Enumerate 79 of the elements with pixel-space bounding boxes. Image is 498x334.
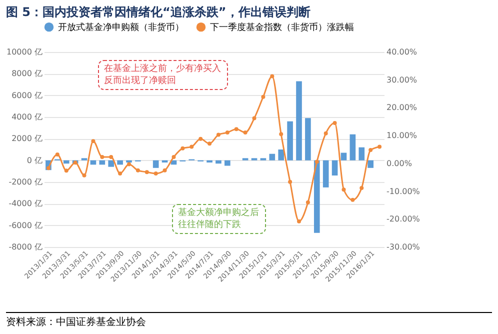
bar	[350, 134, 356, 160]
point	[46, 166, 50, 170]
bar	[305, 118, 311, 160]
y-tick-label: 6000 亿	[12, 90, 42, 100]
point	[306, 200, 310, 204]
y-tick-label: 0 亿	[26, 156, 42, 165]
text: 资料来源：中国证券基金业协会	[6, 312, 492, 329]
y-tick-label: -6000 亿	[8, 220, 42, 230]
bar	[287, 121, 293, 160]
bar	[368, 160, 374, 168]
point	[378, 144, 382, 149]
bar	[108, 160, 114, 167]
legend-label: 开放式基金净申购额（非货币）	[58, 22, 184, 34]
bar	[296, 81, 302, 160]
point	[243, 130, 248, 135]
point	[190, 144, 194, 149]
point	[100, 155, 104, 160]
y-tick-label: -8000 亿	[8, 242, 42, 252]
bar	[332, 160, 338, 176]
bar	[117, 160, 123, 165]
bar	[358, 147, 365, 160]
y2-tick-label: 30.00%	[386, 75, 418, 84]
bar	[63, 160, 70, 164]
point	[234, 127, 238, 132]
point	[314, 160, 319, 164]
point	[154, 171, 158, 176]
y-tick-label: 2000 亿	[12, 134, 42, 144]
y2-tick-label: -10.00%	[386, 186, 420, 196]
y2-tick-label: -30.00%	[386, 242, 420, 252]
point	[297, 219, 301, 224]
point	[127, 162, 131, 166]
point	[172, 155, 176, 160]
y2-tick-label: 20.00%	[386, 103, 418, 112]
point	[136, 168, 140, 172]
point	[288, 180, 292, 184]
point	[342, 188, 346, 192]
y2-tick-label: 10.00%	[386, 131, 418, 140]
point	[198, 136, 203, 141]
chart-title: 图 5：国内投资者常因情绪化“追涨杀跌”，作出错误判断	[6, 4, 310, 21]
bar	[314, 160, 320, 233]
point	[162, 168, 167, 172]
y2-tick-label: 40.00%	[386, 48, 418, 56]
point	[270, 74, 274, 78]
point	[64, 168, 68, 173]
y2-tick-label: 0.00%	[386, 158, 412, 168]
bar	[224, 160, 230, 166]
point	[109, 155, 114, 160]
point	[180, 146, 185, 150]
y-tick-label: 8000 亿	[12, 69, 42, 78]
point	[144, 170, 149, 174]
y-tick-label: -2000 亿	[8, 178, 42, 186]
point	[350, 198, 355, 202]
point	[324, 131, 328, 136]
point	[261, 94, 266, 99]
bar	[269, 154, 276, 160]
y-tick-label: 4000 亿	[12, 112, 42, 122]
legend-label: 下一季度基金指数（非货币）涨跌幅	[210, 22, 354, 34]
point	[360, 186, 364, 190]
point	[91, 139, 96, 144]
annotation: 基金大额净申购之后往往伴随的下跌	[172, 204, 266, 234]
point	[118, 171, 122, 176]
point	[332, 121, 337, 126]
point	[216, 132, 220, 137]
point	[208, 142, 212, 146]
bar	[322, 160, 329, 188]
bar	[152, 160, 159, 168]
point	[252, 116, 256, 120]
bar	[340, 152, 347, 160]
point	[279, 132, 284, 136]
point	[55, 152, 60, 157]
y2-tick-label: -20.00%	[386, 214, 420, 224]
y-tick-label: -4000 亿	[8, 199, 42, 208]
annotation: 在基金上涨之前，少有净买入反而出现了净赎回	[98, 60, 228, 90]
bar	[216, 160, 222, 164]
point	[82, 173, 86, 178]
point	[368, 148, 373, 152]
bar	[278, 150, 284, 160]
point	[225, 130, 230, 135]
y-tick-label: 10000 亿	[6, 48, 42, 56]
